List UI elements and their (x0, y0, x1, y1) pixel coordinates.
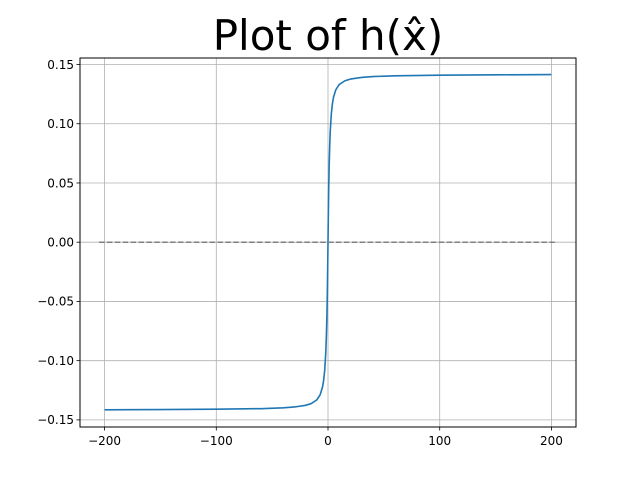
y-tick-label: 0.10 (47, 117, 74, 131)
y-tick-label: 0.00 (47, 236, 74, 250)
ticks: −200 −100 0 100 200 −0.15 −0.10 −0.05 0.00 0.05 0.… (37, 58, 563, 448)
chart-title: Plot of h(x̂) (213, 11, 444, 60)
y-tick-label: −0.15 (37, 413, 74, 427)
x-tick-label: 0 (324, 434, 332, 448)
y-tick-label: −0.05 (37, 295, 74, 309)
series-layer (98, 73, 558, 411)
x-tick-label: 100 (428, 434, 451, 448)
x-tick-label: −100 (200, 434, 233, 448)
y-tick-label: −0.10 (37, 354, 74, 368)
x-tick-label: −200 (88, 434, 121, 448)
y-tick-label: 0.15 (47, 58, 74, 72)
y-tick-label: 0.05 (47, 176, 74, 190)
x-tick-label: 200 (540, 434, 563, 448)
h-curve-line (104, 73, 552, 411)
